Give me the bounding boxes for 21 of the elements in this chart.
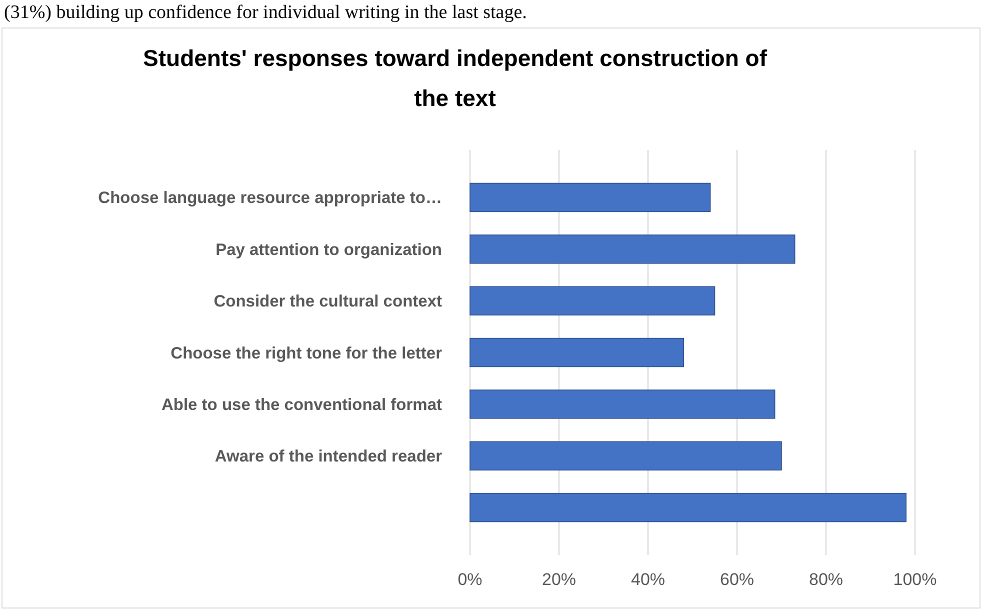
y-tick-label: Choose the right tone for the letter bbox=[170, 344, 443, 362]
x-tick-label: 100% bbox=[893, 570, 937, 589]
x-tick-label: 80% bbox=[808, 570, 844, 589]
bar bbox=[470, 441, 782, 470]
bar bbox=[470, 492, 906, 522]
text: (31%) building up confidence for individual writing in the last stage. bbox=[4, 2, 527, 23]
bar bbox=[470, 182, 711, 212]
chart-title: Students' responses toward independent construction of the text bbox=[143, 45, 768, 111]
y-tick-label: Aware of the intended reader bbox=[214, 448, 443, 466]
bar bbox=[470, 338, 684, 368]
x-tick-label: 60% bbox=[720, 570, 754, 589]
x-tick-label: 40% bbox=[630, 570, 666, 589]
y-tick-label: Choose language resource appropriate to… bbox=[98, 189, 442, 208]
x-tick-label: 20% bbox=[542, 570, 576, 589]
bar bbox=[470, 286, 716, 316]
bar bbox=[470, 390, 776, 419]
bar bbox=[470, 234, 796, 264]
y-tick-label: Able to use the conventional format bbox=[161, 396, 442, 414]
x-tick-label: 0% bbox=[458, 570, 482, 589]
y-tick-label: Consider the cultural context bbox=[214, 292, 442, 311]
y-tick-label: Pay attention to organization bbox=[216, 240, 442, 259]
